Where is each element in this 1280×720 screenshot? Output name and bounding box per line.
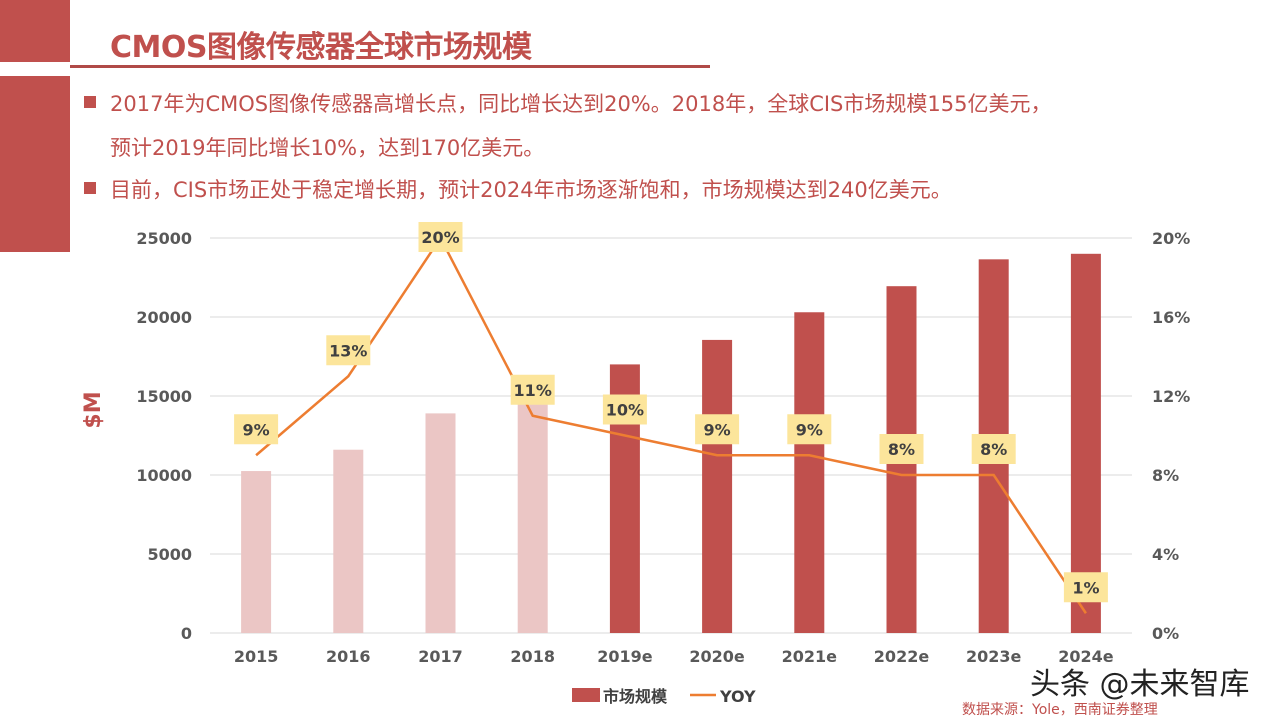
legend-bar-swatch	[572, 688, 600, 702]
bullet-2: 目前，CIS市场正处于稳定增长期，预计2024年市场逐渐饱和，市场规模达到240…	[84, 172, 952, 208]
source-note: 数据来源：Yole，西南证券整理	[962, 702, 1158, 718]
y2-tick-label: 20%	[1152, 229, 1190, 248]
bullet-text: 预计2019年同比增长10%，达到170亿美元。	[110, 136, 545, 160]
data-label: 8%	[888, 440, 915, 459]
data-label-bg	[418, 222, 463, 252]
bar	[333, 449, 364, 633]
y-axis-label: $M	[81, 391, 106, 428]
y2-tick-label: 16%	[1152, 308, 1190, 327]
watermark: 头条 @未来智库	[1030, 667, 1250, 702]
data-label: 11%	[514, 381, 552, 400]
x-tick-label: 2020e	[689, 647, 745, 666]
x-tick-label: 2015	[234, 647, 279, 666]
x-tick-label: 2024e	[1058, 647, 1114, 666]
data-label: 20%	[421, 228, 459, 247]
bar	[794, 312, 825, 633]
data-label: 13%	[329, 341, 367, 360]
x-tick-label: 2017	[418, 647, 463, 666]
y-tick-label: 25000	[136, 229, 192, 248]
data-label-bg	[510, 374, 555, 405]
data-label: 9%	[243, 420, 270, 439]
x-tick-label: 2023e	[966, 647, 1022, 666]
data-label: 9%	[796, 420, 823, 439]
data-label-bg	[326, 335, 371, 366]
legend-line-label: YOY	[719, 687, 756, 706]
bullet-square-icon	[84, 96, 96, 108]
bullet-text: 目前，CIS市场正处于稳定增长期，预计2024年市场逐渐饱和，市场规模达到240…	[110, 178, 952, 202]
bar	[241, 471, 272, 633]
data-label-bg	[602, 394, 647, 425]
x-tick-label: 2018	[510, 647, 555, 666]
data-label-bg	[1063, 572, 1108, 603]
data-label: 9%	[704, 420, 731, 439]
decor-bar-side	[0, 76, 70, 252]
legend-bar-label: 市场规模	[603, 687, 668, 706]
x-tick-label: 2019e	[597, 647, 653, 666]
bar	[1070, 253, 1101, 634]
bullet-text: 2017年为CMOS图像传感器高增长点，同比增长达到20%。2018年，全球CI…	[110, 92, 1052, 116]
yoy-line	[255, 235, 1087, 614]
bar	[425, 413, 456, 633]
title-divider	[70, 65, 710, 68]
x-tick-label: 2022e	[874, 647, 930, 666]
data-label-bg	[787, 414, 832, 445]
bullet-square-icon	[84, 182, 96, 194]
y2-tick-label: 0%	[1152, 624, 1179, 643]
bar	[517, 388, 548, 633]
y-tick-label: 5000	[147, 545, 192, 564]
data-label-bg	[879, 434, 924, 464]
data-label: 1%	[1072, 578, 1099, 597]
data-label-bg	[234, 414, 279, 445]
y-tick-label: 15000	[136, 387, 192, 406]
data-label: 10%	[606, 401, 644, 420]
page-title: CMOS图像传感器全球市场规模	[110, 30, 532, 65]
data-label-bg	[971, 434, 1016, 464]
y-tick-label: 20000	[136, 308, 192, 327]
y-tick-label: 10000	[136, 466, 192, 485]
x-tick-label: 2016	[326, 647, 371, 666]
y2-tick-label: 8%	[1152, 466, 1179, 485]
y-tick-label: 0	[181, 624, 192, 643]
y2-tick-label: 4%	[1152, 545, 1179, 564]
bullet-1: 2017年为CMOS图像传感器高增长点，同比增长达到20%。2018年，全球CI…	[84, 86, 1051, 122]
data-label: 8%	[980, 440, 1007, 459]
bullet-1-cont: 预计2019年同比增长10%，达到170亿美元。	[110, 130, 544, 166]
bar	[702, 339, 733, 633]
decor-bar-top	[0, 0, 70, 62]
y2-tick-label: 12%	[1152, 387, 1190, 406]
data-label-bg	[695, 414, 740, 445]
x-tick-label: 2021e	[782, 647, 838, 666]
